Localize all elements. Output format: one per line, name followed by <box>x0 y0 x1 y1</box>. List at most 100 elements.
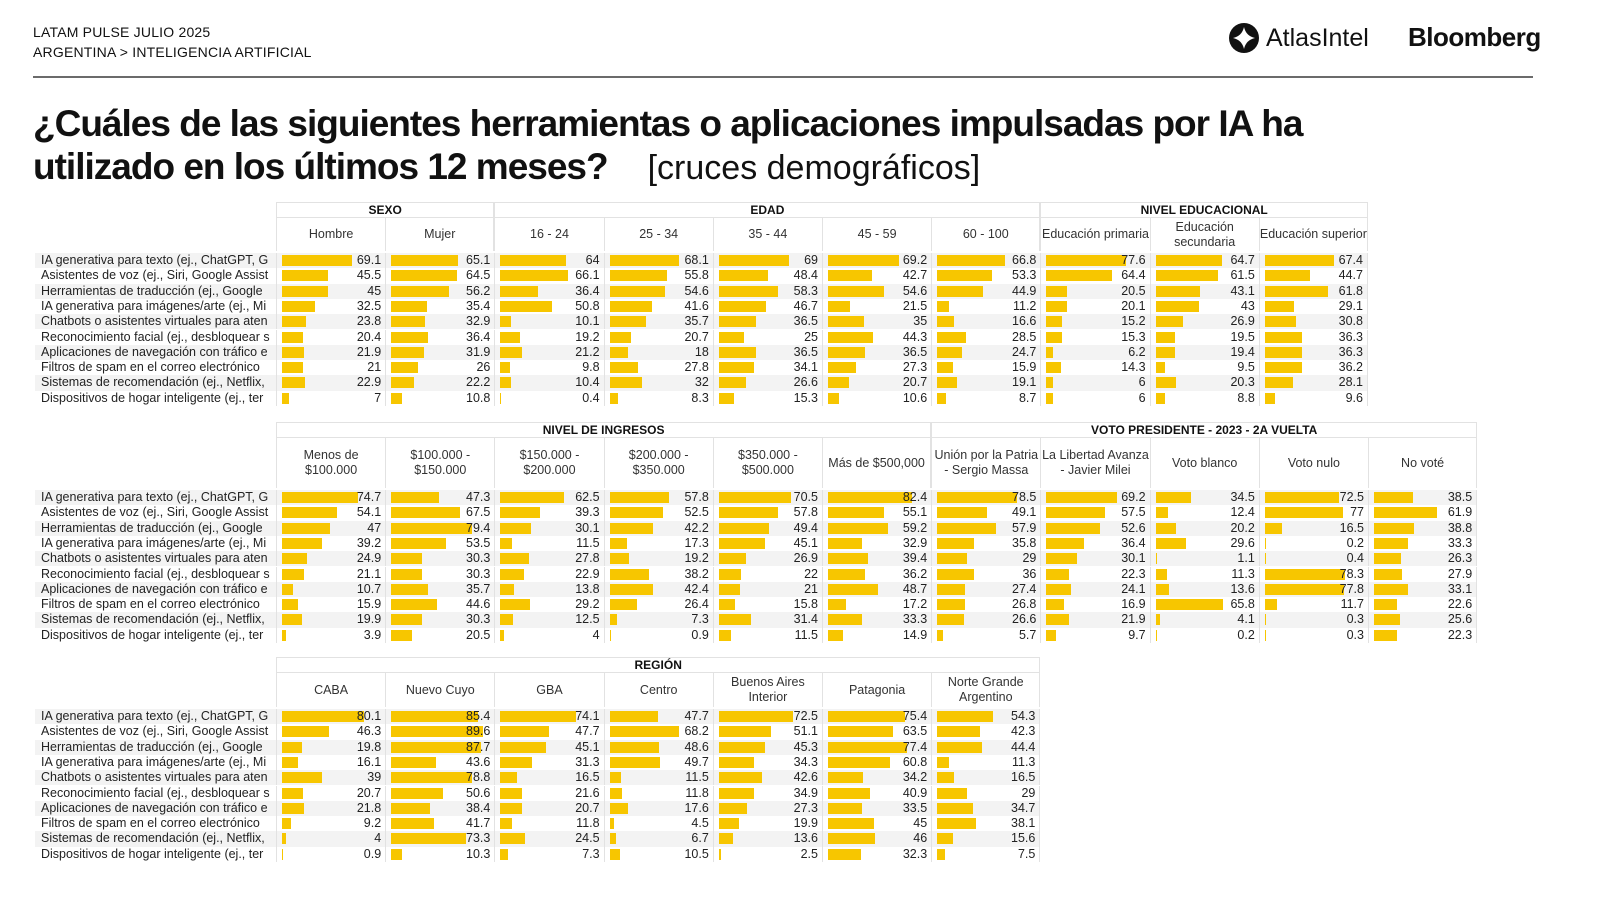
data-cell: 47.7 <box>494 724 603 740</box>
data-cell: 22.2 <box>385 375 494 391</box>
bar <box>609 392 619 404</box>
data-label: 36.4 <box>466 329 491 344</box>
row-label: Asistentes de voz (ej., Siri, Google Ass… <box>41 268 269 283</box>
data-cell: 33.3 <box>1368 535 1478 552</box>
bar <box>609 614 618 626</box>
data-cell: 75.4 <box>822 709 931 725</box>
column-header: Norte Grande Argentino <box>931 672 1041 707</box>
data-label: 46.7 <box>793 298 818 313</box>
data-cell: 77.4 <box>822 739 931 755</box>
data-cell: 4.1 <box>1149 612 1259 628</box>
data-label: 78.8 <box>466 770 491 785</box>
data-cell: 14.3 <box>1040 360 1149 376</box>
data-cell: 21 <box>276 360 385 376</box>
data-label: 26.6 <box>793 375 818 390</box>
data-label: 29.1 <box>1338 298 1363 313</box>
atlasintel-logo-text: AtlasIntel <box>1266 23 1369 52</box>
bar <box>500 787 523 799</box>
bar <box>718 285 779 297</box>
data-label: 20.2 <box>1230 520 1255 535</box>
data-label: 21.9 <box>1121 612 1146 627</box>
data-cell: 36.4 <box>494 283 603 299</box>
bar <box>391 537 446 549</box>
data-cell: 27.4 <box>931 581 1040 598</box>
data-label: 23.8 <box>356 314 382 329</box>
bar <box>937 802 973 814</box>
data-cell: 57.8 <box>712 505 822 521</box>
data-label: 11.5 <box>794 627 818 642</box>
bar <box>828 614 862 626</box>
bar <box>391 833 466 845</box>
data-cell: 69.2 <box>822 253 931 269</box>
data-cell: 80.1 <box>276 709 385 725</box>
data-cell: 42.2 <box>603 520 713 536</box>
data-cell: 44.3 <box>822 329 931 345</box>
bar <box>1046 492 1117 503</box>
data-cell: 72.5 <box>712 709 822 725</box>
data-label: 29 <box>1022 551 1037 566</box>
data-cell: 10.8 <box>385 390 494 406</box>
data-label: 45 <box>367 283 382 298</box>
bar <box>500 802 522 814</box>
data-cell: 17.2 <box>822 597 931 613</box>
data-cell: 42.6 <box>712 770 822 786</box>
bar <box>1155 629 1157 641</box>
data-cell: 27.8 <box>494 551 603 567</box>
bar <box>1264 346 1302 358</box>
data-cell: 26.6 <box>712 375 822 391</box>
data-label: 45.1 <box>575 739 600 754</box>
data-label: 13.6 <box>793 831 818 846</box>
data-label: 19.8 <box>356 739 382 754</box>
data-cell: 41.7 <box>385 816 494 832</box>
bar <box>1155 300 1200 312</box>
bar <box>1374 568 1403 580</box>
data-cell: 9.6 <box>1258 390 1368 406</box>
page-subtitle: [cruces demográficos] <box>647 149 981 187</box>
bar <box>282 741 303 753</box>
bar <box>500 756 533 768</box>
bar <box>1374 553 1401 565</box>
data-label: 35 <box>913 314 928 329</box>
data-cell: 35 <box>822 314 931 330</box>
data-cell: 31.3 <box>494 754 603 771</box>
row-label: Chatbots o asistentes virtuales para ate… <box>41 770 268 785</box>
bar <box>828 285 884 297</box>
data-label: 20.5 <box>1121 283 1146 298</box>
bar <box>1046 392 1053 404</box>
data-label: 29.6 <box>1230 535 1255 550</box>
data-cell: 9.2 <box>276 816 385 832</box>
bar <box>718 492 791 503</box>
data-label: 20.3 <box>1230 375 1255 390</box>
data-label: 77.6 <box>1121 253 1146 267</box>
data-cell: 11.3 <box>931 754 1041 771</box>
data-label: 26.3 <box>1447 551 1473 566</box>
bar <box>1155 522 1177 534</box>
bar <box>828 362 856 374</box>
data-label: 10.5 <box>684 846 709 861</box>
data-cell: 24.1 <box>1040 581 1149 598</box>
data-label: 57.9 <box>1012 520 1037 535</box>
data-label: 24.9 <box>356 551 382 566</box>
bar <box>828 568 865 580</box>
data-cell: 45.1 <box>712 535 822 552</box>
data-cell: 35.7 <box>385 581 494 598</box>
bar <box>1046 362 1061 374</box>
bar <box>391 316 425 328</box>
data-cell: 32.9 <box>385 314 494 330</box>
data-cell: 32.5 <box>276 298 385 315</box>
bar <box>1046 568 1070 580</box>
data-label: 74.7 <box>356 490 382 504</box>
data-cell: 68.2 <box>603 724 713 740</box>
data-cell: 38.4 <box>385 800 494 817</box>
data-cell: 47.3 <box>385 490 494 506</box>
data-label: 25 <box>804 329 818 344</box>
bar <box>1264 553 1266 565</box>
bar <box>282 833 287 845</box>
data-cell: 25 <box>712 329 822 345</box>
data-cell: 32.3 <box>822 846 931 862</box>
data-label: 30.3 <box>466 566 491 581</box>
data-label: 26.9 <box>1230 314 1255 329</box>
data-cell: 15.9 <box>276 597 385 613</box>
data-cell: 0.3 <box>1258 612 1368 628</box>
data-cell: 22.3 <box>1040 566 1149 582</box>
